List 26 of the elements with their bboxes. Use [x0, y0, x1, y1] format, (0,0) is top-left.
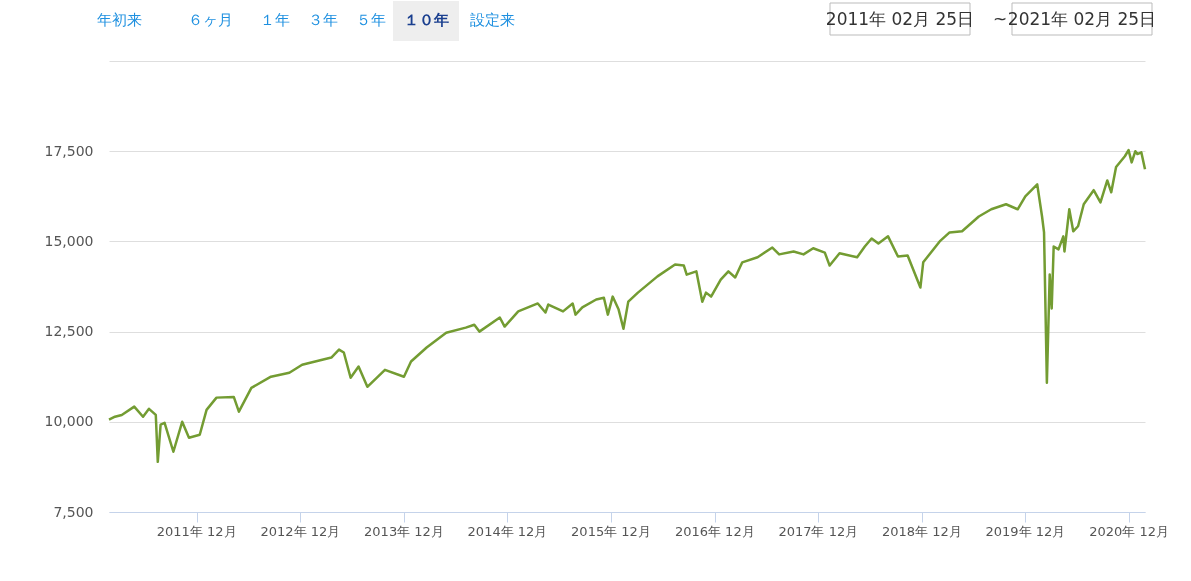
y-tick-label: 10,000	[44, 413, 94, 430]
text: １年	[260, 11, 290, 29]
x-tick-label: 2012年 12月	[260, 524, 341, 539]
text: １０年	[403, 11, 449, 29]
y-tick-label: 12,500	[44, 323, 94, 340]
y-tick-label: 7,500	[53, 503, 94, 520]
text: ５年	[356, 11, 386, 29]
line-series	[107, 148, 1147, 464]
text: 年初来	[96, 11, 142, 29]
x-tick-label: 2011年 12月	[156, 524, 237, 539]
text: 設定来	[469, 11, 515, 29]
x-tick-label: 2015年 12月	[571, 524, 651, 539]
text: ６ヶ月	[187, 11, 233, 29]
text: 2011年 02月 25日	[825, 9, 975, 29]
x-tick-label: 2018年 12月	[881, 524, 962, 539]
x-tick-label: 2013年 12月	[364, 524, 444, 539]
x-tick-label: 2016年 12月	[674, 524, 755, 539]
text: 2021年 02月 25日	[1007, 9, 1157, 29]
x-tick-label: 2019年 12月	[985, 524, 1066, 539]
x-tick-label: 2014年 12月	[467, 524, 548, 539]
x-tick-label: 2017年 12月	[778, 524, 859, 539]
y-tick-label: 17,500	[44, 142, 94, 159]
text: ~	[992, 9, 1008, 29]
y-tick-label: 15,000	[44, 232, 94, 249]
text: ３年	[308, 11, 338, 29]
x-tick-label: 2020年 12月	[1089, 524, 1169, 539]
